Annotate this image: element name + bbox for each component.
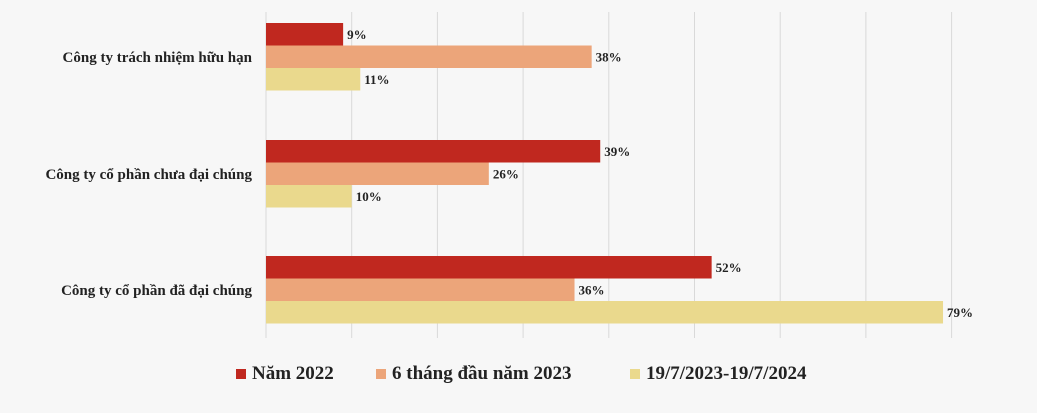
- data-label: 11%: [364, 72, 389, 87]
- data-label: 9%: [347, 27, 367, 42]
- bars: [266, 23, 944, 324]
- bar: [266, 185, 352, 208]
- data-label: 52%: [716, 260, 742, 275]
- category-label: Công ty cổ phần chưa đại chúng: [45, 167, 252, 183]
- category-label: Công ty cổ phần đã đại chúng: [61, 283, 252, 299]
- legend-swatch: [376, 369, 386, 379]
- data-label: 10%: [356, 189, 382, 204]
- legend-label: 6 tháng đầu năm 2023: [392, 363, 572, 384]
- bar: [266, 278, 575, 301]
- legend-swatch: [630, 369, 640, 379]
- bar: [266, 45, 592, 68]
- legend: Năm 2022 6 tháng đầu năm 2023 19/7/2023-19…: [236, 363, 807, 384]
- legend-label: Năm 2022: [252, 363, 334, 384]
- data-label: 38%: [596, 49, 622, 64]
- data-label: 39%: [604, 144, 630, 159]
- legend-item: Năm 2022: [236, 363, 334, 384]
- bar: [266, 23, 344, 46]
- data-labels: 9% 38% 11% 39% 26% 10% 52% 36% 79%: [347, 27, 973, 320]
- legend-item: 6 tháng đầu năm 2023: [376, 363, 572, 384]
- data-label: 79%: [947, 305, 973, 320]
- bar: [266, 68, 361, 91]
- legend-item: 19/7/2023-19/7/2024: [630, 363, 807, 384]
- bar: [266, 256, 712, 279]
- legend-label: 19/7/2023-19/7/2024: [646, 363, 807, 384]
- bar: [266, 162, 489, 185]
- legend-swatch: [236, 369, 246, 379]
- bar: [266, 301, 944, 324]
- data-label: 26%: [493, 166, 519, 181]
- bar: [266, 140, 601, 163]
- category-labels: Công ty trách nhiệm hữu hạn Công ty cổ ph…: [45, 50, 252, 299]
- category-label: Công ty trách nhiệm hữu hạn: [63, 50, 253, 66]
- data-label: 36%: [579, 282, 605, 297]
